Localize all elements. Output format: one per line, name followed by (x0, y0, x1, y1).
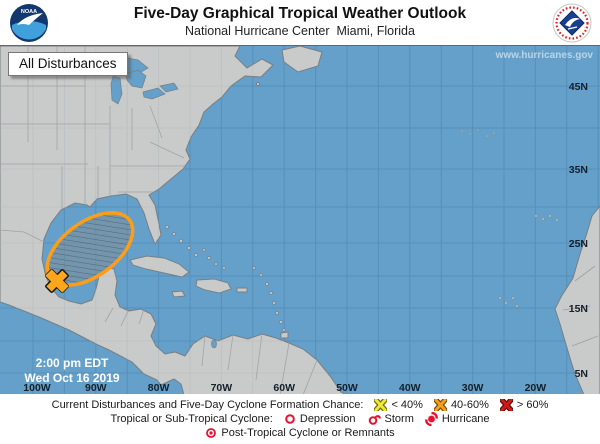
legend-item-label: Depression (299, 413, 356, 425)
lat-label-15n: 15N (569, 303, 588, 315)
azores (460, 128, 496, 138)
noaa-logo-icon: NOAA (10, 4, 48, 42)
lon-label-20w: 20W (525, 382, 547, 394)
legend-item-lt40: < 40% (374, 399, 423, 411)
legend-item-storm: Storm (367, 413, 414, 426)
page-title: Five-Day Graphical Tropical Weather Outl… (133, 5, 467, 22)
caribbean-islands (129, 255, 289, 339)
hurricane-icon (425, 412, 438, 426)
legend-item-40-60: 40-60% (433, 399, 489, 411)
lon-label-70w: 70W (211, 382, 233, 394)
legend-item-gt60: > 60% (499, 399, 549, 411)
hispaniola (195, 278, 232, 294)
lat-label-45n: 45N (569, 81, 588, 93)
x-yellow-icon (374, 399, 388, 411)
storm-icon (368, 414, 381, 425)
jamaica (171, 290, 186, 298)
outlook-map: 45N 35N 25N 15N 5N 100W 90W 80W 70W 60W … (0, 45, 600, 395)
hurricanes-gov-link[interactable]: www.hurricanes.gov (495, 50, 594, 61)
legend: Current Disturbances and Five-Day Cyclon… (0, 394, 600, 444)
noaa-logo-text: NOAA (21, 9, 37, 15)
newfoundland (255, 46, 323, 87)
legend-item-label: < 40% (391, 399, 423, 411)
legend-item-label: > 60% (516, 399, 549, 411)
lat-label-25n: 25N (569, 238, 588, 250)
lake-maracaibo (211, 339, 217, 349)
bahamas (165, 225, 226, 270)
lon-label-50w: 50W (336, 382, 358, 394)
africa-borders (562, 265, 599, 347)
puerto-rico (236, 287, 248, 293)
issued-date: Wed Oct 16 2019 (24, 371, 119, 385)
legend-item-hurricane: Hurricane (425, 412, 490, 426)
lon-label-80w: 80W (148, 382, 170, 394)
legend-line-post-tropical: Post-Tropical Cyclone or Remnants (0, 426, 600, 440)
canary-islands (534, 214, 559, 222)
legend-item-depression: Depression (284, 413, 356, 425)
lon-label-30w: 30W (462, 382, 484, 394)
all-disturbances-toggle[interactable]: All Disturbances (8, 52, 128, 76)
lat-label-35n: 35N (569, 164, 588, 176)
legend-item-label: Hurricane (441, 413, 490, 425)
legend-cyclone-prefix: Tropical or Sub-Tropical Cyclone: (110, 413, 273, 425)
post-tropical-icon (206, 428, 217, 438)
issued-time: 2:00 pm EDT (36, 356, 109, 370)
legend-item-post-tropical: Post-Tropical Cyclone or Remnants (205, 427, 395, 439)
cuba (129, 255, 190, 278)
depression-icon (285, 414, 295, 424)
header: NOAA Five-Day Graphical Tropical Weather… (0, 0, 600, 45)
x-orange-icon (433, 399, 447, 411)
legend-item-label: Storm (384, 413, 414, 425)
lesser-antilles (252, 266, 286, 332)
legend-item-label: Post-Tropical Cyclone or Remnants (221, 427, 395, 439)
lat-label-5n: 5N (575, 368, 588, 380)
cape-verde-islands (498, 296, 519, 308)
x-red-icon (499, 399, 513, 411)
legend-line-cyclone-types: Tropical or Sub-Tropical Cyclone: Depres… (0, 412, 600, 426)
header-titles: Five-Day Graphical Tropical Weather Outl… (0, 4, 600, 40)
lon-label-40w: 40W (399, 382, 421, 394)
basemap-svg: 45N 35N 25N 15N 5N 100W 90W 80W 70W 60W … (0, 46, 600, 395)
legend-chance-prefix: Current Disturbances and Five-Day Cyclon… (51, 399, 364, 411)
nws-logo-icon (552, 3, 592, 43)
disturbance-x-marker[interactable] (45, 269, 69, 293)
page-subtitle: National Hurricane Center Miami, Florida (185, 24, 415, 38)
lon-label-60w: 60W (273, 382, 295, 394)
lon-label-90w: 90W (85, 382, 107, 394)
legend-item-label: 40-60% (450, 399, 489, 411)
africa (554, 205, 600, 395)
lon-label-100w: 100W (23, 382, 51, 394)
legend-line-formation-chance: Current Disturbances and Five-Day Cyclon… (0, 398, 600, 412)
trinidad (280, 331, 289, 339)
